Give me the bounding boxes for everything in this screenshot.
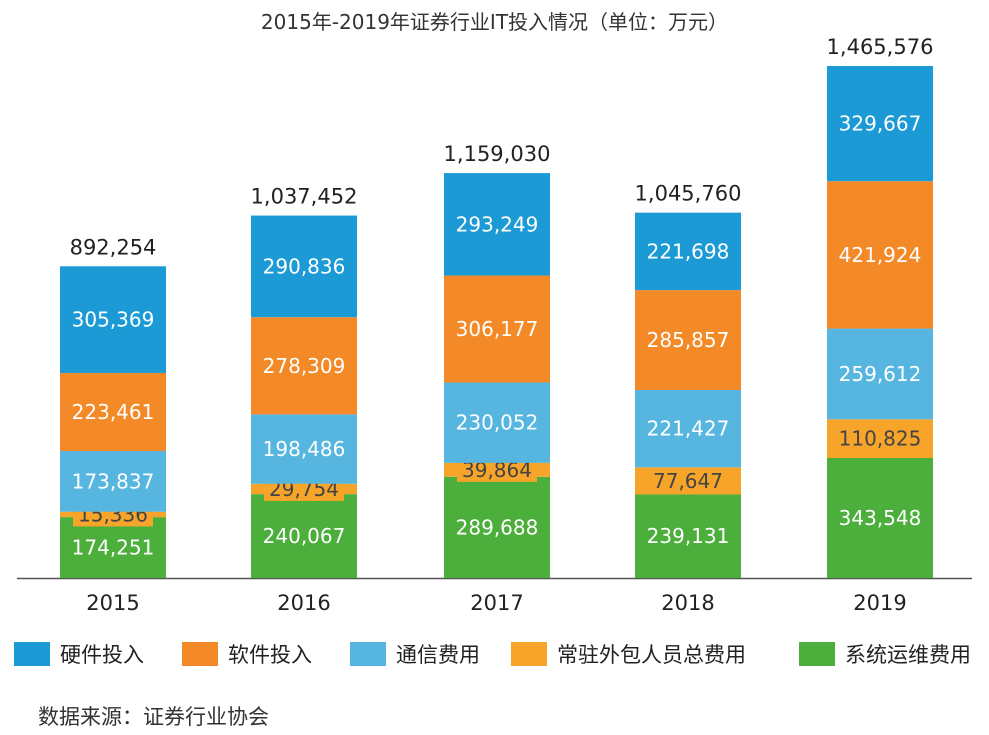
x-tick-label: 2016	[277, 591, 330, 615]
legend-item: 系统运维费用	[799, 636, 971, 672]
data-label: 259,612	[839, 362, 922, 386]
data-label: 223,461	[72, 400, 155, 424]
bar-segment	[444, 476, 550, 578]
bar-segment	[827, 419, 933, 458]
bar-segment	[635, 389, 741, 468]
legend-swatch	[511, 642, 547, 666]
bar-segment	[444, 275, 550, 383]
legend: 硬件投入 软件投入 通信费用 常驻外包人员总费用 系统运维费用	[14, 636, 989, 672]
total-label: 1,465,576	[827, 35, 934, 59]
x-tick-label: 2015	[86, 591, 139, 615]
bar-segment	[827, 181, 933, 329]
bar-segment	[827, 328, 933, 420]
data-label: 240,067	[263, 524, 346, 548]
bar-segment	[827, 66, 933, 182]
data-label: 289,688	[456, 515, 539, 539]
data-label: 285,857	[647, 328, 730, 352]
data-label: 110,825	[839, 427, 922, 451]
legend-label: 通信费用	[396, 643, 480, 667]
data-label: 221,427	[647, 417, 730, 441]
data-label: 221,698	[647, 239, 730, 263]
bar-segment	[444, 173, 550, 276]
bar-segment	[635, 467, 741, 495]
data-label: 290,836	[263, 254, 346, 278]
x-tick-label: 2019	[853, 591, 906, 615]
legend-label: 常驻外包人员总费用	[557, 643, 746, 667]
bar-segment	[60, 266, 166, 373]
legend-swatch	[799, 642, 835, 666]
legend-label: 系统运维费用	[845, 643, 971, 667]
x-tick-label: 2018	[661, 591, 714, 615]
legend-item: 软件投入	[182, 636, 312, 672]
legend-swatch	[14, 642, 50, 666]
data-label: 174,251	[72, 536, 155, 560]
data-label: 278,309	[263, 354, 346, 378]
data-label: 329,667	[839, 112, 922, 136]
data-source: 数据来源：证券行业协会	[38, 705, 269, 729]
bar-segment	[60, 372, 166, 452]
legend-label: 硬件投入	[60, 643, 144, 667]
legend-label: 软件投入	[228, 643, 312, 667]
total-label: 1,159,030	[444, 142, 551, 166]
legend-swatch	[182, 642, 218, 666]
total-label: 1,037,452	[251, 185, 358, 209]
legend-item: 硬件投入	[14, 636, 144, 672]
data-label: 173,837	[72, 469, 155, 493]
data-label: 239,131	[647, 524, 730, 548]
total-label: 1,045,760	[635, 182, 742, 206]
bar-segment	[635, 494, 741, 578]
bar-segment	[827, 457, 933, 578]
data-label: 343,548	[839, 506, 922, 530]
legend-swatch	[350, 642, 386, 666]
data-label: 198,486	[263, 437, 346, 461]
total-label: 892,254	[70, 235, 157, 259]
legend-item: 常驻外包人员总费用	[511, 636, 746, 672]
data-label: 77,647	[653, 469, 723, 493]
bar-segment	[251, 414, 357, 484]
bar-segment	[635, 290, 741, 390]
data-label: 305,369	[72, 308, 155, 332]
data-label: 306,177	[456, 317, 539, 341]
data-label: 421,924	[839, 243, 922, 267]
data-label: 230,052	[456, 411, 539, 435]
data-label: 293,249	[456, 212, 539, 236]
bar-segment	[251, 215, 357, 318]
bar-segment	[251, 317, 357, 415]
bar-segment	[60, 517, 166, 578]
bar-segment	[444, 382, 550, 463]
chart-title: 2015年-2019年证券行业IT投入情况（单位：万元）	[260, 10, 729, 34]
x-tick-label: 2017	[470, 591, 523, 615]
stacked-bar-chart: 174,25115,336173,837223,461305,369892,25…	[17, 35, 972, 615]
legend-item: 通信费用	[350, 636, 480, 672]
bar-segment	[60, 451, 166, 512]
bar-segment	[635, 212, 741, 291]
bar-segment	[251, 494, 357, 578]
